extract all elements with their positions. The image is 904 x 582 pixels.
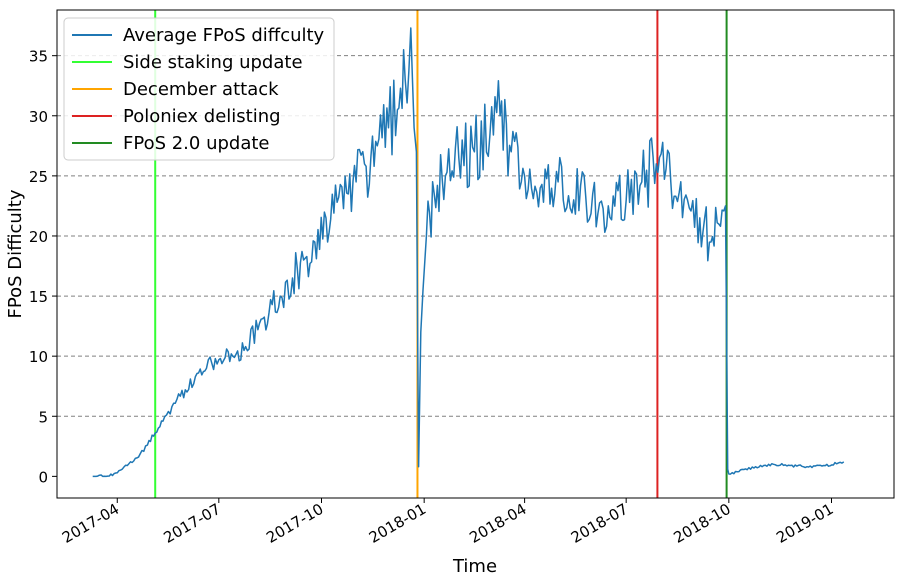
legend-label: Side staking update: [123, 52, 303, 73]
x-tick-label: 2018-04: [466, 500, 529, 547]
x-tick-label: 2018-07: [568, 500, 631, 547]
y-tick-label: 0: [38, 468, 48, 486]
series-line: [92, 27, 845, 478]
legend-label: December attack: [123, 79, 279, 100]
x-tick-label: 2018-10: [671, 500, 734, 547]
x-axis-label: Time: [452, 556, 497, 577]
y-tick-label: 20: [29, 228, 48, 246]
x-tick-label: 2019-01: [773, 500, 836, 547]
legend-label: FPoS 2.0 update: [123, 133, 270, 154]
legend: Average FPoS diffculty Side staking updat…: [63, 17, 335, 161]
x-tick-label: 2017-07: [161, 500, 224, 547]
y-axis-label: FPoS Difficulty: [5, 189, 26, 318]
y-tick-label: 35: [29, 48, 48, 66]
x-axis: 2017-04 2017-07 2017-10 2018-01 2018-04 2018-…: [59, 498, 837, 547]
legend-box: [63, 17, 335, 161]
y-tick-label: 15: [29, 288, 48, 306]
x-tick-label: 2018-01: [366, 500, 429, 547]
y-tick-label: 30: [29, 108, 48, 126]
plot-frame: [56, 9, 895, 499]
x-tick-label: 2017-10: [263, 500, 326, 547]
series-lines: [92, 27, 845, 478]
y-tick-label: 10: [29, 348, 48, 366]
y-axis: 0 5 10 15 20 25 30 35: [29, 48, 57, 486]
x-tick-label: 2017-04: [59, 500, 122, 547]
y-tick-label: 5: [38, 408, 48, 426]
legend-label: Poloniex delisting: [123, 106, 281, 127]
y-tick-label: 25: [29, 168, 48, 186]
legend-label: Average FPoS diffculty: [123, 25, 325, 46]
